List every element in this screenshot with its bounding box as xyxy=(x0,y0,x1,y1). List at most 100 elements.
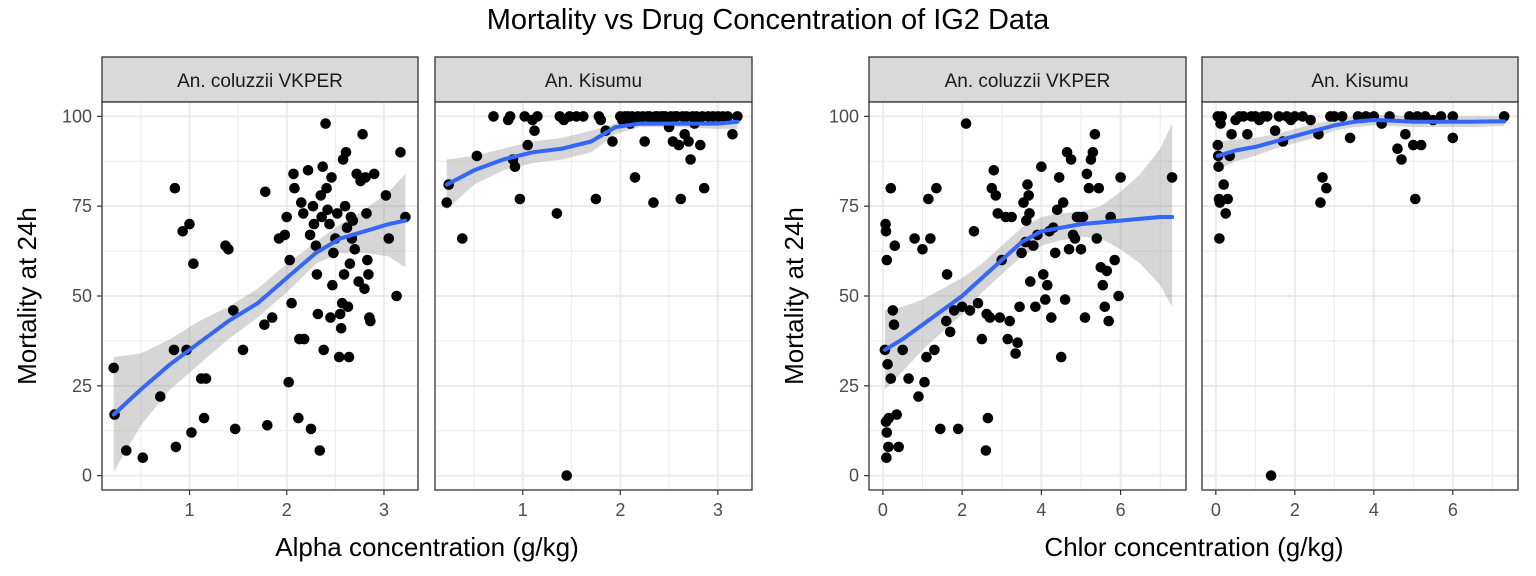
data-point-0-0-20 xyxy=(237,344,249,356)
data-point-0-0-47 xyxy=(315,190,327,201)
data-point-0-0-41 xyxy=(307,200,319,212)
data-point-0-0-7 xyxy=(170,441,182,453)
data-point-0-0-90 xyxy=(383,233,395,244)
data-point-0-1-4 xyxy=(488,111,499,122)
data-point-0-1-0 xyxy=(441,197,453,208)
data-point-1-0-30 xyxy=(941,269,953,280)
data-point-1-0-95 xyxy=(1089,129,1101,140)
data-point-0-0-19 xyxy=(228,305,239,316)
data-point-1-0-21 xyxy=(917,244,928,255)
data-point-1-0-34 xyxy=(956,301,968,313)
data-point-1-0-39 xyxy=(976,333,988,345)
data-point-0-1-41 xyxy=(648,197,659,208)
data-point-1-1-30 xyxy=(1297,111,1308,122)
data-point-1-1-6 xyxy=(1214,197,1226,208)
data-point-1-0-18 xyxy=(903,373,914,384)
data-point-1-1-57 xyxy=(1447,111,1459,122)
data-point-0-0-51 xyxy=(320,118,331,129)
data-point-0-0-84 xyxy=(362,254,373,266)
data-point-0-0-91 xyxy=(391,290,402,302)
data-point-0-1-54 xyxy=(673,139,685,151)
data-point-0-0-80 xyxy=(357,129,368,140)
x-tick-label-1-0: 2 xyxy=(957,500,967,520)
data-point-0-0-37 xyxy=(298,333,310,345)
data-point-1-0-80 xyxy=(1059,294,1071,305)
data-point-0-0-10 xyxy=(184,218,195,230)
data-point-0-1-14 xyxy=(532,111,543,122)
data-point-1-0-94 xyxy=(1087,147,1099,158)
data-point-1-0-46 xyxy=(990,190,1002,201)
data-point-1-1-11 xyxy=(1222,193,1233,205)
x-axis-label-0: Alpha concentration (g/kg) xyxy=(275,532,579,562)
data-point-1-0-85 xyxy=(1069,233,1081,244)
data-point-0-0-50 xyxy=(318,344,330,356)
data-point-1-1-56 xyxy=(1447,132,1459,144)
data-point-0-0-81 xyxy=(359,283,370,295)
data-point-0-0-89 xyxy=(380,190,392,201)
data-point-1-1-13 xyxy=(1226,129,1237,140)
data-point-1-0-29 xyxy=(941,315,952,327)
data-point-1-0-38 xyxy=(972,297,984,309)
data-point-0-1-21 xyxy=(578,111,589,122)
data-point-1-1-31 xyxy=(1305,114,1316,126)
data-point-0-0-6 xyxy=(169,182,181,194)
data-point-1-0-76 xyxy=(1051,204,1063,216)
y-tick-label-1: 0 xyxy=(849,466,859,486)
data-point-1-0-63 xyxy=(1024,208,1035,219)
data-point-0-0-85 xyxy=(363,269,374,280)
data-point-1-0-102 xyxy=(1103,315,1114,327)
data-point-1-1-9 xyxy=(1218,179,1229,190)
data-point-1-0-7 xyxy=(882,359,893,370)
data-point-0-0-0 xyxy=(108,362,119,374)
data-point-1-0-70 xyxy=(1040,294,1051,305)
x-tick-label-0-0: 3 xyxy=(379,500,389,520)
data-point-0-0-40 xyxy=(304,229,316,241)
data-point-1-1-47 xyxy=(1400,129,1411,140)
data-point-0-0-15 xyxy=(200,373,212,384)
data-point-1-1-24 xyxy=(1269,125,1281,136)
data-point-1-0-23 xyxy=(921,351,932,363)
data-point-1-1-5 xyxy=(1214,233,1225,244)
data-point-0-0-27 xyxy=(281,211,293,223)
facet-strip-0-1 xyxy=(434,56,753,103)
data-point-0-0-35 xyxy=(296,197,307,208)
data-point-1-0-31 xyxy=(944,326,956,338)
data-point-0-0-82 xyxy=(360,172,371,183)
data-point-0-0-11 xyxy=(186,427,197,438)
data-point-1-0-96 xyxy=(1091,233,1103,244)
data-point-0-0-17 xyxy=(223,244,234,255)
facet-strip-label-1-1: An. Kisumu xyxy=(1311,71,1408,92)
data-point-0-0-43 xyxy=(310,240,322,251)
data-point-0-1-18 xyxy=(561,470,572,481)
data-point-1-0-57 xyxy=(1016,247,1027,259)
data-point-1-0-32 xyxy=(948,305,960,316)
data-point-0-0-22 xyxy=(262,420,273,431)
data-point-1-0-104 xyxy=(1109,254,1120,266)
data-point-1-0-10 xyxy=(885,373,897,384)
data-point-0-0-56 xyxy=(326,172,337,183)
data-point-0-1-2 xyxy=(457,233,468,244)
data-point-1-1-58 xyxy=(1498,111,1510,122)
data-point-0-1-11 xyxy=(522,139,533,151)
data-point-1-0-100 xyxy=(1099,301,1111,313)
data-point-1-0-12 xyxy=(887,305,899,316)
data-point-0-0-49 xyxy=(317,161,329,172)
x-tick-label-1-0: 6 xyxy=(1116,500,1126,520)
data-point-1-0-54 xyxy=(1010,348,1021,359)
y-tick-label-1: 75 xyxy=(839,196,859,216)
x-tick-label-0-0: 1 xyxy=(184,500,194,520)
data-point-1-1-17 xyxy=(1242,129,1253,140)
data-point-1-1-23 xyxy=(1265,470,1277,481)
y-tick-label-1: 50 xyxy=(839,286,859,306)
data-point-0-0-30 xyxy=(286,297,297,309)
data-point-1-1-37 xyxy=(1329,111,1340,122)
data-point-0-0-36 xyxy=(298,208,309,219)
data-point-0-0-58 xyxy=(328,247,339,259)
data-point-0-0-23 xyxy=(259,319,270,331)
data-point-1-1-34 xyxy=(1317,172,1328,183)
data-point-1-0-26 xyxy=(929,344,940,356)
data-point-1-0-35 xyxy=(960,118,972,129)
data-point-0-0-60 xyxy=(332,208,343,219)
data-point-1-0-90 xyxy=(1079,312,1091,323)
data-point-1-1-52 xyxy=(1415,139,1427,151)
